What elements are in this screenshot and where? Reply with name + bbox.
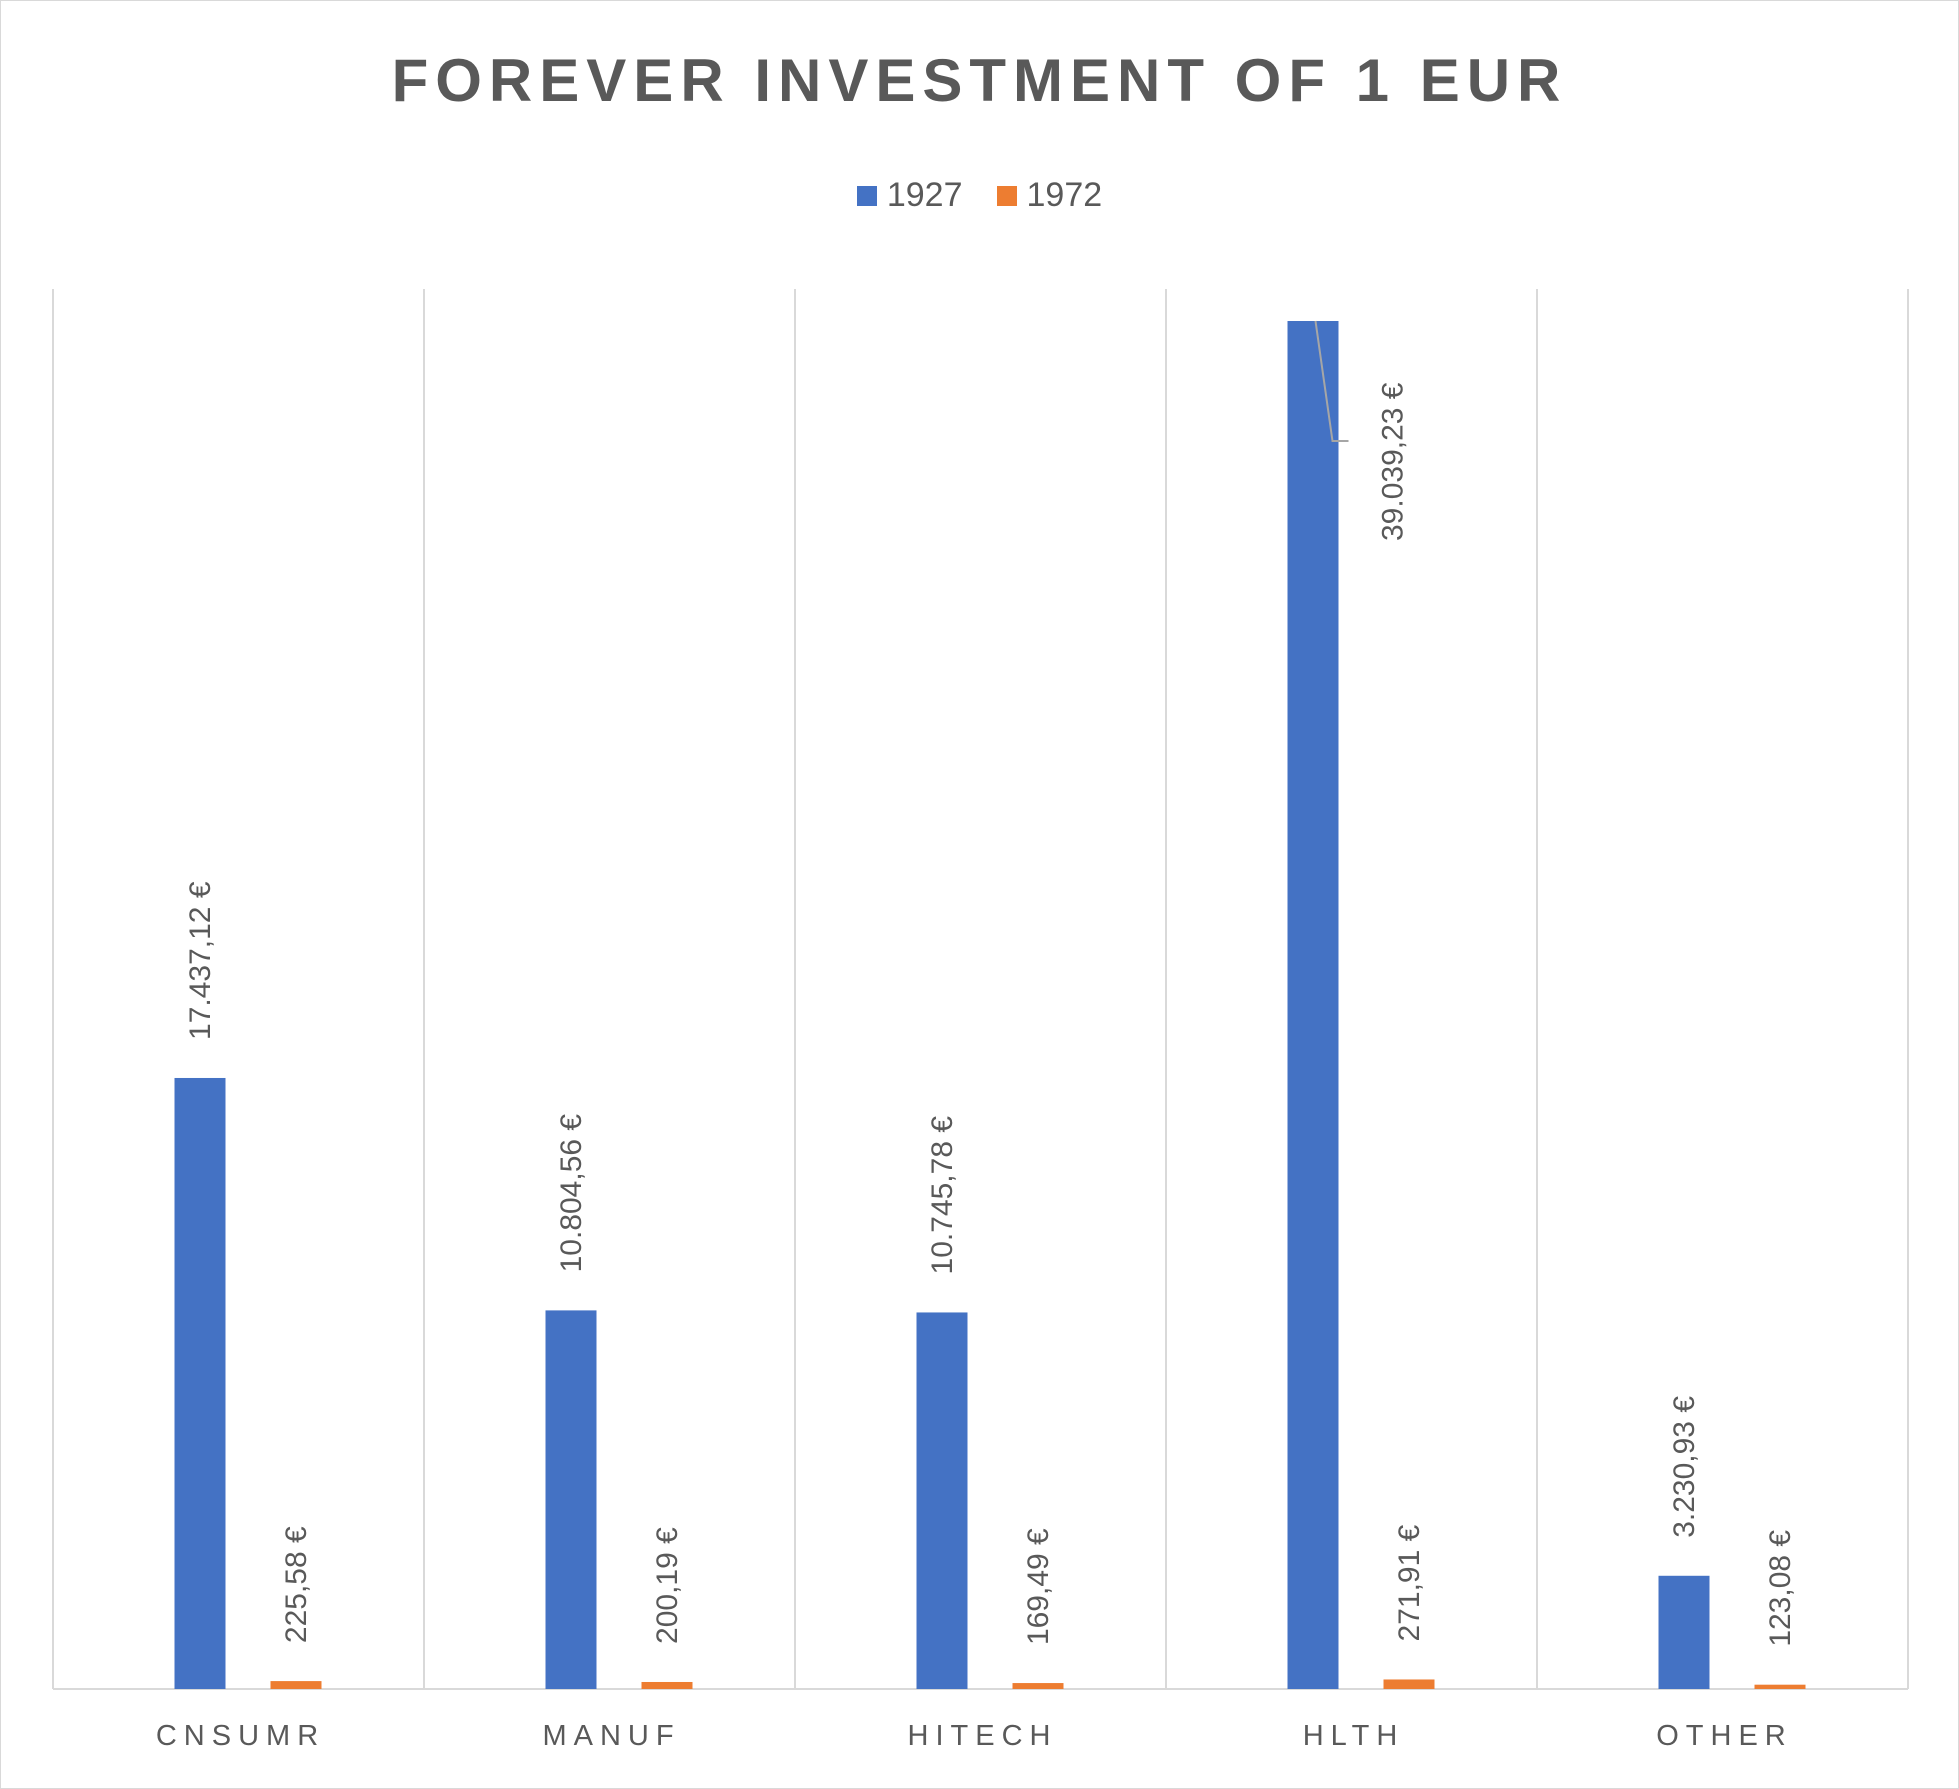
legend-swatch-1972	[996, 185, 1017, 206]
legend-label-1927: 1927	[886, 176, 963, 214]
bar-1927-cnsumr	[174, 1077, 226, 1689]
bar-1972-manuf	[641, 1681, 693, 1689]
bar-1972-cnsumr	[270, 1681, 322, 1689]
data-label-1972-hitech: 169,49 €	[1022, 1528, 1055, 1645]
bar-1927-hitech	[916, 1312, 968, 1689]
chart-title: FOREVER INVESTMENT OF 1 EUR	[391, 47, 1568, 114]
legend: 1927 1972	[0, 176, 1959, 215]
data-label-1972-other: 123,08 €	[1764, 1530, 1797, 1647]
category-label-hitech: HITECH	[908, 1720, 1058, 1752]
category-label-hlth: HLTH	[1303, 1720, 1405, 1752]
data-label-1972-manuf: 200,19 €	[651, 1527, 684, 1644]
bar-1972-hlth	[1383, 1679, 1435, 1689]
bar-1927-hlth	[1287, 321, 1339, 1689]
legend-label-1972: 1972	[1026, 176, 1103, 214]
bar-1927-other	[1658, 1575, 1710, 1689]
data-label-1927-other: 3.230,93 €	[1668, 1396, 1701, 1538]
legend-item-1927: 1927	[856, 176, 963, 215]
data-label-1972-hlth: 271,91 €	[1393, 1524, 1426, 1641]
bar-1972-other	[1754, 1684, 1806, 1689]
legend-item-1972: 1972	[996, 176, 1103, 215]
legend-swatch-1927	[856, 185, 877, 206]
data-label-1927-hlth: 39.039,23 €	[1377, 382, 1410, 541]
category-label-manuf: MANUF	[542, 1720, 680, 1752]
bar-1927-manuf	[545, 1310, 597, 1689]
data-label-1972-cnsumr: 225,58 €	[280, 1526, 313, 1643]
data-label-1927-hitech: 10.745,78 €	[926, 1116, 959, 1275]
data-label-1927-manuf: 10.804,56 €	[555, 1114, 588, 1273]
category-label-other: OTHER	[1656, 1720, 1793, 1752]
bar-1972-hitech	[1012, 1683, 1064, 1689]
leader-line	[1314, 320, 1349, 442]
data-label-1927-cnsumr: 17.437,12 €	[184, 881, 217, 1040]
category-label-cnsumr: CNSUMR	[156, 1720, 325, 1752]
